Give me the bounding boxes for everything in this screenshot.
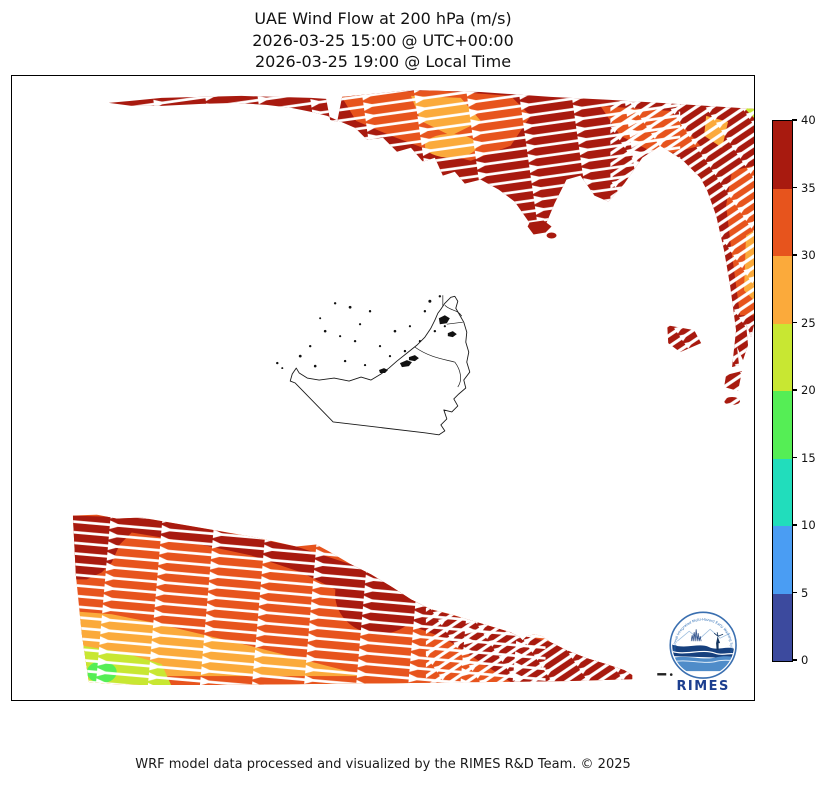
rimes-logo-art (672, 628, 735, 672)
offshore-wind-patches (527, 220, 747, 407)
colorbar-segment (773, 458, 792, 526)
colorbar-segment (773, 391, 792, 459)
colorbar-tick (792, 321, 797, 324)
map-plot-area: Regional Integrated Multi-Hazard Early W… (11, 75, 755, 701)
rimes-logo-wordmark: RIMES (676, 679, 729, 694)
colorbar-tick (792, 186, 797, 189)
title-line-1: UAE Wind Flow at 200 hPa (m/s) (254, 9, 512, 28)
colorbar-tick (792, 254, 797, 256)
footer-credit: WRF model data processed and visualized … (135, 757, 631, 772)
wind-region-north (108, 89, 754, 368)
wind-region-south (72, 514, 633, 686)
colorbar-tick-label: 0 (801, 653, 809, 667)
title-line-3: 2026-03-25 19:00 @ Local Time (254, 52, 512, 71)
colorbar-tick-label: 20 (801, 383, 816, 397)
colorbar-tick (792, 524, 797, 526)
island-dots (276, 295, 673, 676)
title-block: UAE Wind Flow at 200 hPa (m/s) 2026-03-2… (11, 8, 755, 73)
colorbar (772, 120, 793, 662)
colorbar-tick-label: 10 (801, 518, 816, 532)
colorbar-tick (792, 456, 797, 459)
rimes-logo: Regional Integrated Multi-Hazard Early W… (669, 611, 737, 694)
colorbar-segment (773, 593, 792, 661)
colorbar-tick-label: 5 (801, 585, 809, 600)
colorbar-segment (773, 256, 792, 324)
colorbar-tick (792, 659, 797, 661)
colorbar-segment (773, 323, 792, 391)
colorbar-tick-label: 15 (801, 450, 816, 465)
colorbar-tick (792, 389, 797, 391)
wind-map-canvas: Regional Integrated Multi-Hazard Early W… (72, 89, 754, 694)
title-line-2: 2026-03-25 15:00 @ UTC+00:00 (252, 30, 514, 50)
colorbar-tick-label: 30 (801, 248, 816, 262)
colorbar-tick (792, 119, 797, 121)
colorbar-segment (773, 526, 792, 594)
colorbar-tick-label: 40 (801, 113, 816, 127)
colorbar-tick-label: 35 (801, 180, 816, 195)
uae-boundary (289, 295, 471, 436)
colorbar-tick-label: 25 (801, 315, 816, 330)
colorbar-segment (773, 188, 792, 256)
colorbar-tick (792, 591, 797, 594)
colorbar-segment (773, 121, 792, 189)
